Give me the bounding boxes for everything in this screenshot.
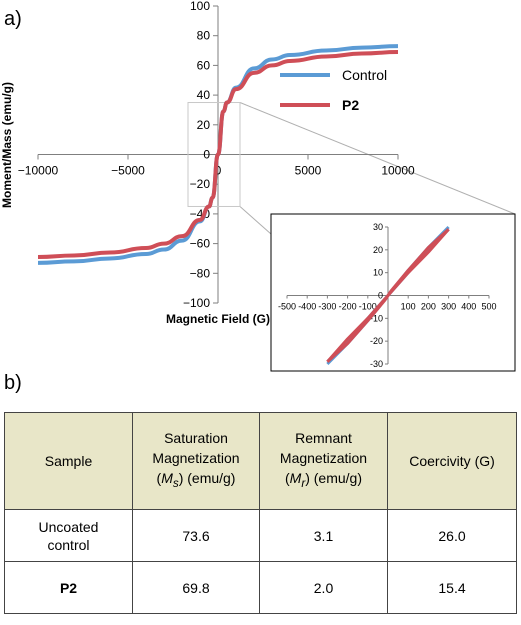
table-row: P2 69.8 2.0 15.4 — [4, 561, 517, 614]
inset-x-tick-label: 100 — [401, 302, 416, 312]
cell-coercivity: 26.0 — [387, 509, 517, 562]
cell-mr: 2.0 — [259, 561, 388, 614]
cell-ms: 73.6 — [132, 509, 260, 562]
inset-series-p2-lower-branch — [326, 228, 450, 363]
inset-x-tick-label: 400 — [461, 302, 476, 312]
y-tick-label: 0 — [203, 148, 210, 162]
header-coercivity: Coercivity (G) — [387, 412, 517, 510]
inset-x-tick-label: -400 — [298, 302, 316, 312]
cell-mr: 3.1 — [259, 509, 388, 562]
y-tick-label: −100 — [183, 296, 210, 310]
cell-sample: Uncoated control — [4, 509, 133, 562]
inset-chart: -500 -400 -300 -200 -100 100 200 300 400 500-30-2… — [270, 213, 516, 372]
zoom-guide-line — [239, 206, 272, 235]
legend-label: Control — [342, 67, 387, 83]
y-tick-label: −20 — [190, 177, 211, 191]
x-tick-label: 10000 — [381, 164, 415, 178]
inset-frame — [270, 213, 516, 372]
table-row: Uncoated control 73.6 3.1 26.0 — [4, 509, 517, 562]
y-tick-label: 60 — [197, 58, 211, 72]
inset-x-tick-label: -300 — [318, 302, 336, 312]
inset-y-tick-label: 30 — [373, 222, 383, 232]
header-sample: Sample — [4, 412, 133, 510]
inset-x-tick-label: 200 — [421, 302, 436, 312]
inset-y-tick-label: 10 — [373, 268, 383, 278]
zoom-guide-line — [239, 102, 516, 215]
panel-a-label: a) — [4, 8, 22, 30]
inset-y-tick-label: -30 — [370, 359, 383, 369]
inset-y-tick-label: 0 — [378, 291, 383, 301]
zoom-window-rect — [187, 102, 241, 207]
x-tick-label: −10000 — [18, 164, 59, 178]
inset-y-tick-label: -10 — [370, 313, 383, 323]
inset-y-tick-label: 20 — [373, 245, 383, 255]
x-axis-title: Magnetic Field (G) — [166, 312, 270, 326]
inset-x-tick-label: -100 — [359, 302, 377, 312]
inset-x-tick-label: -500 — [278, 302, 296, 312]
legend-label: P2 — [342, 97, 359, 113]
main-chart: −10000 −5000 0 5000 10000−100−80−60−40−20020… — [0, 0, 415, 326]
y-axis-title: Moment/Mass (emu/g) — [0, 82, 14, 208]
y-tick-label: 20 — [197, 118, 211, 132]
y-tick-label: −80 — [190, 266, 211, 280]
magnetic-properties-table: Sample Saturation Magnetization (Ms) (em… — [4, 412, 517, 614]
hysteresis-figure: −10000 −5000 0 5000 10000−100−80−60−40−20020… — [0, 0, 516, 372]
x-tick-label: −5000 — [111, 164, 145, 178]
y-tick-label: 100 — [190, 0, 210, 13]
header-remnant-magnetization: Remnant Magnetization (Mr) (emu/g) — [259, 412, 388, 510]
zoom-guide-lines — [239, 102, 516, 235]
header-saturation-magnetization: Saturation Magnetization (Ms) (emu/g) — [132, 412, 260, 510]
inset-x-tick-label: 500 — [481, 302, 496, 312]
y-tick-label: 40 — [197, 88, 211, 102]
series-line-p2 — [37, 50, 399, 259]
y-tick-label: 80 — [197, 29, 211, 43]
inset-x-tick-label: -200 — [339, 302, 357, 312]
x-tick-label: 0 — [215, 164, 222, 178]
inset-x-tick-label: 300 — [441, 302, 456, 312]
cell-coercivity: 15.4 — [387, 561, 517, 614]
panel-b-label: b) — [4, 372, 22, 394]
cell-sample: P2 — [4, 561, 133, 614]
x-tick-label: 5000 — [295, 164, 322, 178]
y-tick-label: −60 — [190, 237, 211, 251]
cell-ms: 69.8 — [132, 561, 260, 614]
table-header-row: Sample Saturation Magnetization (Ms) (em… — [4, 412, 517, 510]
inset-y-tick-label: -20 — [370, 336, 383, 346]
